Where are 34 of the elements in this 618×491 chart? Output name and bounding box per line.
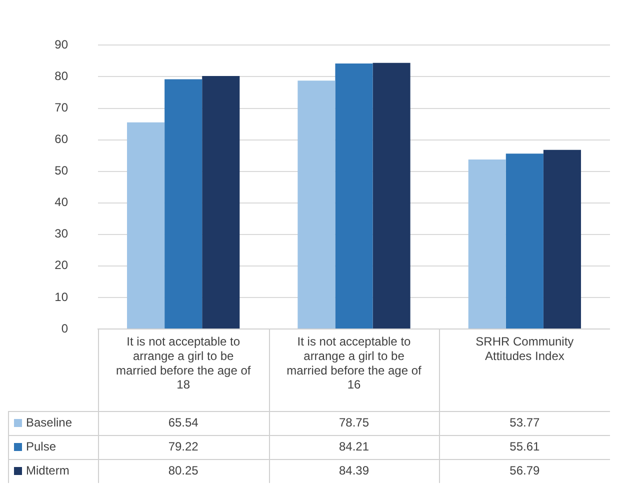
x-tick-label: It is not acceptable to arrange a girl to be married before the age of 18 [116, 334, 252, 392]
data-label: 65.54 [168, 415, 199, 430]
bar [468, 159, 506, 328]
y-tick-label: 60 [54, 132, 68, 146]
data-label: 79.22 [168, 439, 199, 454]
bar [372, 62, 410, 328]
bar [164, 79, 202, 328]
y-tick-label: 30 [54, 226, 68, 241]
y-tick-label: 90 [54, 38, 68, 52]
bar [202, 76, 240, 328]
data-label: 84.21 [338, 439, 370, 454]
y-tick-label: 20 [54, 258, 68, 272]
y-tick-label: 50 [54, 164, 68, 178]
y-tick-label: 10 [54, 290, 68, 304]
data-label: 56.79 [510, 463, 540, 478]
bar [506, 154, 544, 328]
legend-label: Baseline [26, 415, 72, 430]
data-label: 80.25 [168, 463, 199, 478]
legend-label: Midterm [26, 463, 70, 478]
legend-label: Pulse [26, 439, 56, 454]
data-label: 55.61 [510, 439, 540, 454]
data-label: 53.77 [510, 415, 540, 430]
y-tick-label: 80 [54, 69, 68, 84]
bar [543, 150, 581, 328]
bar [127, 122, 165, 328]
y-tick-label: 40 [54, 195, 68, 210]
x-tick-label: It is not acceptable to arrange a girl to be married before the age of 16 [286, 334, 422, 392]
bar [335, 63, 373, 328]
data-label: 78.75 [338, 415, 370, 430]
y-tick-label: 70 [54, 100, 68, 115]
y-tick-label: 0 [61, 321, 68, 336]
bar [298, 80, 336, 328]
data-label: 84.39 [338, 463, 370, 478]
x-tick-label: SRHR Community Attitudes Index [476, 334, 574, 363]
